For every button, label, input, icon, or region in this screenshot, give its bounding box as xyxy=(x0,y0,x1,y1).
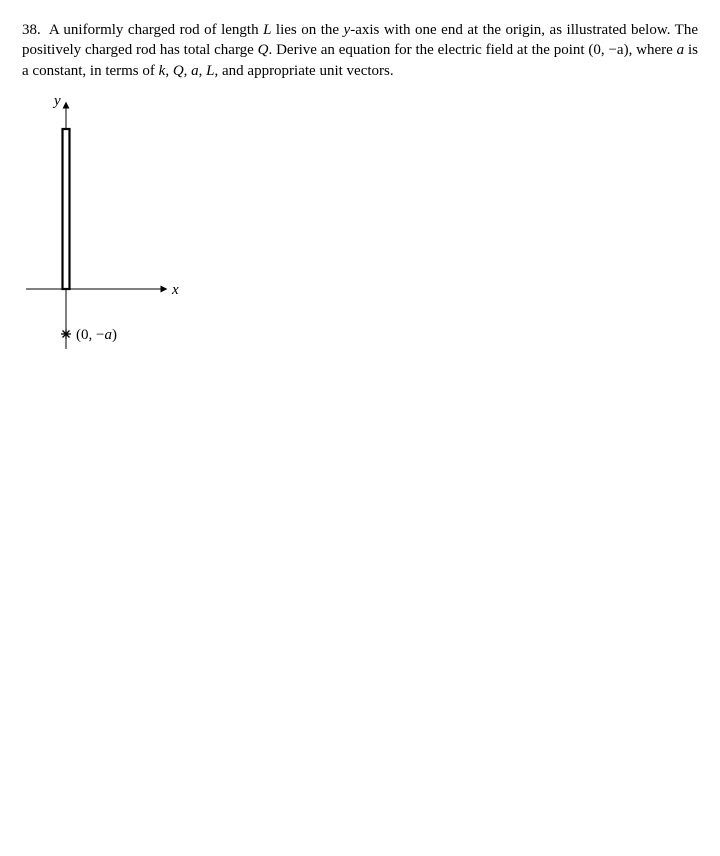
svg-text:x: x xyxy=(171,282,179,298)
physics-diagram: y x (0, −a) xyxy=(26,89,196,389)
text-segment: A uniformly charged rod of length xyxy=(49,22,263,38)
var-Q: Q xyxy=(258,42,269,58)
diagram-container: y x (0, −a) xyxy=(26,89,698,395)
text-segment: lies on the xyxy=(271,22,343,38)
svg-text:y: y xyxy=(52,93,61,109)
problem-number: 38. xyxy=(22,22,41,38)
point-inline: (0, −a) xyxy=(588,42,628,58)
text-segment: , xyxy=(165,63,173,79)
var-L2: L xyxy=(206,63,214,79)
problem-statement: 38. A uniformly charged rod of length L … xyxy=(22,20,698,81)
text-segment: . Derive an equation for the electric fi… xyxy=(269,42,589,58)
svg-text:(0, −a): (0, −a) xyxy=(76,327,117,343)
text-segment: , where xyxy=(629,42,677,58)
var-Q2: Q xyxy=(173,63,184,79)
var-a2: a xyxy=(191,63,199,79)
text-segment: , and appropriate unit vectors. xyxy=(215,63,394,79)
